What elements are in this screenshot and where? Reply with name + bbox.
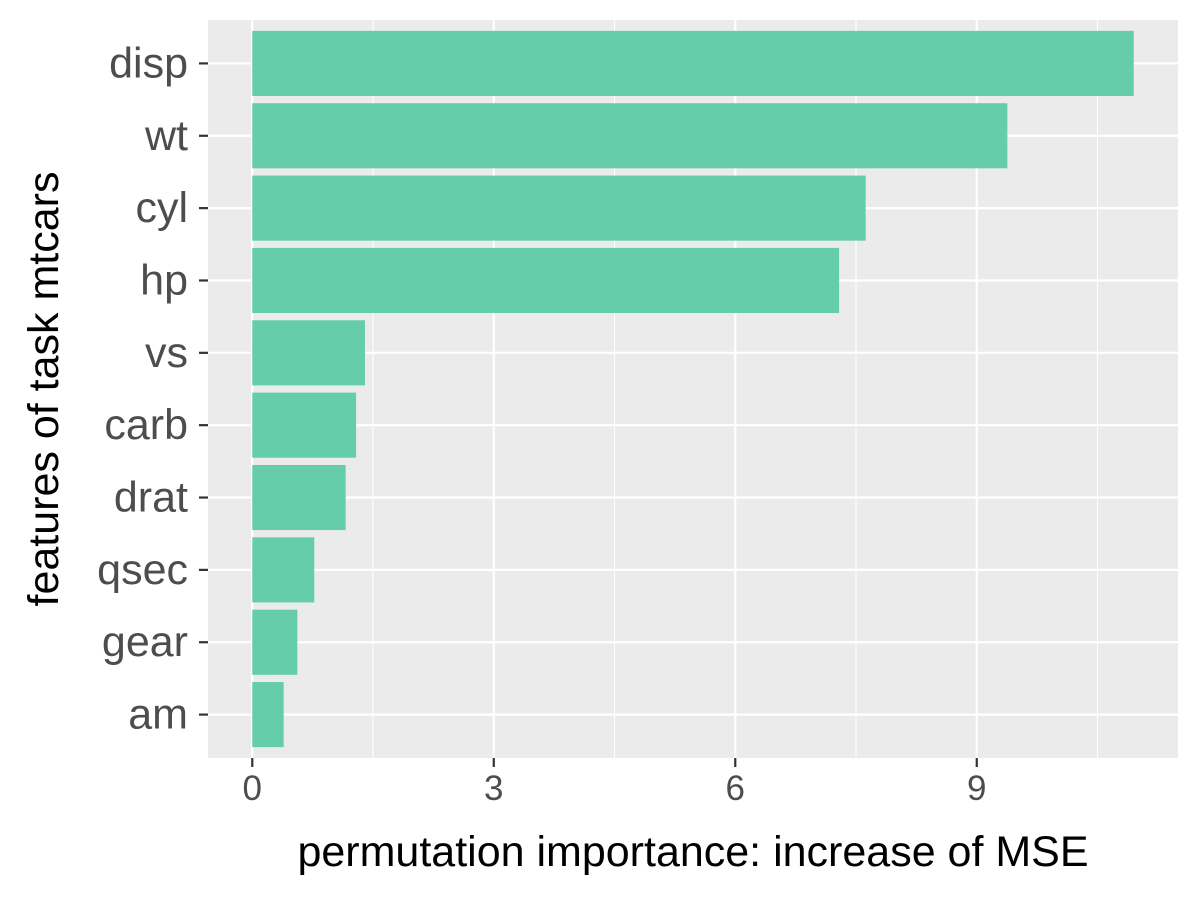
bar-disp	[252, 30, 1134, 96]
y-tick-label: carb	[104, 401, 188, 449]
bar-carb	[252, 392, 357, 458]
bars	[252, 30, 1134, 748]
y-tick-label: vs	[145, 329, 188, 377]
bar-hp	[252, 247, 840, 314]
y-tick-label: am	[128, 691, 188, 739]
x-tick-label: 0	[243, 769, 262, 808]
y-tick-label: drat	[114, 474, 188, 522]
bar-vs	[252, 320, 365, 386]
bar-qsec	[252, 537, 315, 603]
x-axis-title: permutation importance: increase of MSE	[297, 828, 1088, 876]
y-tick-label: hp	[140, 256, 188, 304]
bar-drat	[252, 464, 346, 531]
y-axis-title: features of task mtcars	[20, 172, 68, 607]
bar-cyl	[252, 175, 866, 241]
y-tick-label: gear	[102, 618, 188, 666]
bar-wt	[252, 103, 1008, 169]
y-axis: disp wt cyl hp vs carb drat qsec gear am	[97, 39, 208, 739]
y-tick-label: cyl	[135, 184, 188, 232]
x-axis: 0 3 6 9	[243, 758, 986, 808]
y-tick-label: qsec	[97, 546, 188, 594]
x-tick-label: 3	[484, 769, 503, 808]
x-tick-label: 6	[726, 769, 745, 808]
y-tick-label: disp	[109, 39, 188, 87]
bar-am	[252, 682, 284, 748]
x-tick-label: 9	[967, 769, 986, 808]
bar-gear	[252, 609, 298, 675]
y-tick-label: wt	[144, 112, 188, 160]
